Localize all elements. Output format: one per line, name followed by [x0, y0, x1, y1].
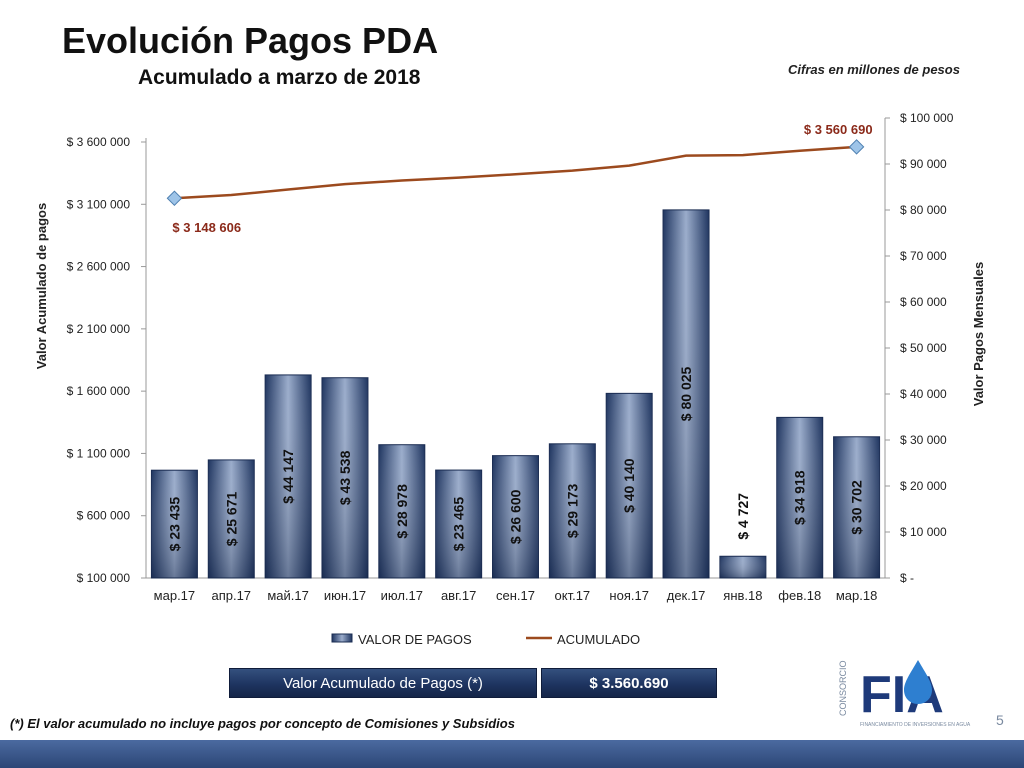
bar-8: $ 40 140: [605, 392, 653, 579]
units-note: Cifras en millones de pesos: [788, 62, 960, 77]
bar-2: $ 44 147: [264, 374, 312, 579]
x-tick-label: мар.18: [836, 588, 877, 603]
bar-11: $ 34 918: [776, 416, 824, 579]
bar-shade: [265, 374, 312, 578]
bar-value-label: $ 44 147: [280, 449, 296, 504]
right-tick-label: $ 40 000: [900, 387, 947, 401]
summary-value: $ 3.560.690: [541, 668, 717, 698]
x-tick-label: июл.17: [381, 588, 423, 603]
bar-shade: [606, 393, 653, 578]
summary-label: Valor Acumulado de Pagos (*): [229, 668, 537, 698]
bar-shade: [833, 436, 880, 578]
bar-shade: [663, 209, 710, 578]
bar-5: $ 23 465: [435, 469, 483, 579]
logo-side-text: CONSORCIO: [838, 660, 848, 716]
combo-chart: $ 100 000 $ 600 000 $ 1 100 000 $ 1 600 000…: [34, 111, 986, 647]
bar-value-label: $ 25 671: [223, 491, 239, 546]
bar-7: $ 29 173: [548, 443, 596, 579]
water-drop-icon: [904, 660, 932, 704]
x-tick-label: сен.17: [496, 588, 535, 603]
line-marker: [166, 190, 183, 207]
bar-6: $ 26 600: [492, 455, 539, 579]
left-tick-label: $ 3 600 000: [67, 135, 131, 149]
legend-bar-swatch: [331, 633, 353, 643]
right-tick-label: $ 50 000: [900, 341, 947, 355]
right-tick-label: $ 10 000: [900, 525, 947, 539]
legend-item-line: ACUMULADO: [526, 632, 640, 647]
x-tick-label: янв.18: [723, 588, 762, 603]
bar-value-label: $ 43 538: [337, 450, 353, 505]
bar-1: $ 25 671: [207, 459, 255, 579]
bottom-bar: [0, 740, 1024, 768]
bar-value-label: $ 4 727: [735, 493, 751, 540]
bar-shade: [435, 470, 482, 578]
bar-3: $ 43 538: [321, 377, 369, 579]
right-tick-label: $ 70 000: [900, 249, 947, 263]
bar-shade: [719, 556, 766, 578]
bar-value-label: $ 23 435: [166, 497, 182, 552]
right-axis-title: Valor Pagos Mensuales: [971, 262, 986, 407]
right-tick-label: $ 30 000: [900, 433, 947, 447]
line-first-label: $ 3 148 606: [172, 220, 241, 235]
x-tick-label: авг.17: [441, 588, 476, 603]
x-tick-label: мар.17: [154, 588, 195, 603]
bar-shade: [151, 470, 198, 578]
accumulated-summary: Valor Acumulado de Pagos (*) $ 3.560.690: [229, 668, 717, 698]
x-tick-label: июн.17: [324, 588, 366, 603]
x-tick-label: май.17: [267, 588, 309, 603]
x-tick-label: дек.17: [667, 588, 706, 603]
right-tick-label: $ -: [900, 571, 914, 585]
bar-shade: [492, 455, 539, 578]
bar-value-label: $ 23 465: [451, 497, 467, 552]
bar-shade: [321, 377, 368, 578]
x-tick-label: апр.17: [211, 588, 251, 603]
legend-label: VALOR DE PAGOS: [358, 632, 472, 647]
left-tick-label: $ 100 000: [77, 571, 131, 585]
line-marker: [848, 139, 865, 155]
bar-value-label: $ 29 173: [564, 483, 580, 538]
x-tick-label: окт.17: [555, 588, 591, 603]
bar-value-label: $ 80 025: [678, 366, 694, 421]
left-tick-label: $ 2 100 000: [67, 322, 131, 336]
page-subtitle: Acumulado a marzo de 2018: [138, 66, 421, 89]
right-tick-label: $ 100 000: [900, 111, 954, 125]
bar-value-label: $ 34 918: [792, 470, 808, 525]
logo-tagline: FINANCIAMIENTO DE INVERSIONES EN AGUA: [860, 722, 971, 728]
page-title: Evolución Pagos PDA: [62, 20, 439, 61]
x-tick-label: ноя.17: [609, 588, 649, 603]
logo-letters: FIA: [860, 666, 944, 724]
bar-shade: [378, 444, 425, 578]
legend-item-bars: VALOR DE PAGOS: [331, 632, 472, 647]
right-tick-label: $ 90 000: [900, 157, 947, 171]
line-last-label: $ 3 560 690: [804, 122, 873, 137]
right-tick-label: $ 80 000: [900, 203, 947, 217]
bar-value-label: $ 28 978: [394, 484, 410, 539]
page-number: 5: [996, 712, 1004, 728]
accumulated-line: [174, 145, 857, 200]
bar-0: $ 23 435: [150, 469, 198, 579]
left-tick-label: $ 3 100 000: [67, 197, 131, 211]
x-tick-label: фев.18: [778, 588, 821, 603]
bar-value-label: $ 26 600: [508, 489, 524, 544]
left-tick-label: $ 1 600 000: [67, 384, 131, 398]
bar-10: $ 4 727: [719, 493, 767, 579]
fia-logo: CONSORCIO FIA FINANCIAMIENTO DE INVERSIO…: [838, 660, 971, 728]
left-axis-title: Valor Acumulado de pagos: [34, 203, 49, 369]
bar-12: $ 30 702: [833, 436, 881, 579]
bar-shade: [208, 459, 255, 578]
bar-shade: [549, 443, 596, 578]
left-tick-label: $ 2 600 000: [67, 260, 131, 274]
legend-label: ACUMULADO: [557, 632, 640, 647]
bar-value-label: $ 40 140: [621, 458, 637, 513]
bar-9: $ 80 025: [662, 209, 710, 579]
left-tick-label: $ 600 000: [77, 509, 131, 523]
bar-4: $ 28 978: [378, 444, 426, 579]
left-tick-label: $ 1 100 000: [67, 446, 131, 460]
right-tick-label: $ 20 000: [900, 479, 947, 493]
bar-value-label: $ 30 702: [849, 480, 865, 535]
right-tick-label: $ 60 000: [900, 295, 947, 309]
footnote: (*) El valor acumulado no incluye pagos …: [10, 716, 515, 731]
bar-shade: [776, 417, 823, 578]
